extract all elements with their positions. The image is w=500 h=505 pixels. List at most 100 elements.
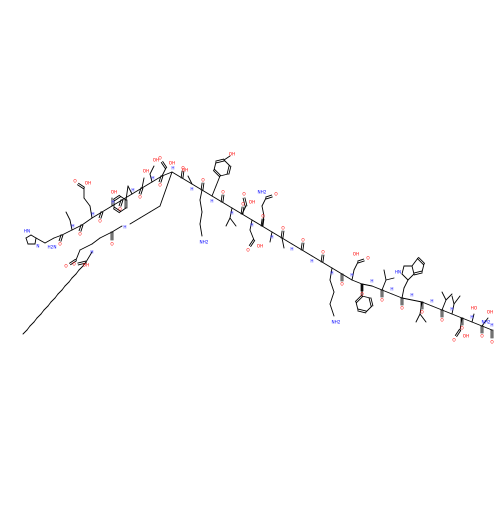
bond-13 [80, 224, 84, 232]
bond-9 [60, 234, 64, 242]
bond-24 [138, 187, 142, 195]
bond-231 [459, 317, 463, 331]
oxygen-label: O [452, 338, 456, 343]
bond-21 [120, 199, 124, 207]
bond-88 [159, 171, 173, 207]
bond-124 [199, 199, 203, 213]
bond-200 [357, 310, 367, 314]
nitrogen-label: H [370, 279, 373, 284]
bond-60 [191, 183, 203, 191]
bond-139 [229, 207, 233, 219]
bond-179 [441, 309, 453, 315]
bond-234 [471, 313, 475, 323]
bond-128 [215, 175, 221, 187]
nitrogen-label: H [151, 176, 154, 181]
bond-80 [291, 243, 303, 251]
bond-114 [47, 301, 52, 307]
bond-199 [355, 301, 359, 311]
bond-167 [381, 289, 393, 295]
bond-229 [451, 295, 455, 305]
bond-63 [201, 189, 213, 197]
bond-195 [357, 258, 365, 262]
oxygen-label: OH [257, 244, 263, 249]
bond-104 [82, 261, 87, 267]
bond-117 [36, 313, 42, 319]
nitrogen-label: H [190, 187, 193, 192]
bond-206 [381, 279, 387, 291]
bond-95 [99, 231, 113, 239]
bond-96 [91, 237, 101, 245]
nitrogen-label: H [210, 199, 213, 204]
nitrogen-label: H [290, 247, 293, 252]
bond-118 [33, 317, 38, 323]
nitrogen-label: H [171, 166, 174, 171]
bond-39 [127, 185, 133, 195]
bond-220 [416, 258, 424, 266]
bond-218 [421, 263, 425, 273]
bond-193 [353, 261, 359, 271]
oxygen-label: O [58, 242, 62, 247]
bond-217 [413, 270, 423, 274]
nitrogen-label: H [470, 315, 473, 320]
bond-108 [68, 277, 73, 283]
oxygen-label: O [301, 238, 305, 243]
bond-86 [320, 254, 323, 263]
bond-152 [265, 196, 273, 200]
bond-130 [212, 170, 220, 178]
oxygen-label: O [221, 190, 225, 195]
bond-61 [202, 182, 205, 191]
bond-20 [118, 199, 122, 207]
bond-101 [85, 251, 93, 263]
bond-57 [182, 170, 185, 179]
bond-52 [149, 165, 155, 175]
bond-2 [34, 237, 37, 245]
bond-26 [141, 181, 153, 189]
oxygen-label: O [110, 242, 114, 247]
nitrogen-label: H [123, 225, 126, 230]
bond-155 [281, 237, 285, 249]
bond-221 [411, 257, 419, 267]
bond-203 [370, 297, 374, 307]
oxygen-label: O [400, 306, 404, 311]
bond-34 [83, 197, 91, 207]
bond-228 [451, 303, 455, 315]
bond-106 [75, 269, 80, 275]
bond-146 [249, 229, 255, 241]
bond-28 [158, 175, 162, 183]
bond-33 [89, 205, 93, 219]
oxygen-label: OH [463, 334, 469, 339]
nitrogen-label: H [250, 223, 253, 228]
bond-150 [261, 205, 265, 217]
bond-142 [241, 205, 247, 215]
bond-102 [77, 260, 87, 264]
bond-148 [250, 240, 256, 247]
oxygen-label: OH [249, 200, 255, 205]
nitrogen-label: NH2 [200, 240, 209, 245]
oxygen-label: O [340, 282, 344, 287]
bond-222 [419, 301, 423, 315]
bond-109 [64, 281, 70, 287]
bond-36 [78, 182, 85, 188]
bond-136 [228, 165, 232, 175]
bond-51 [149, 173, 153, 183]
bond-83 [301, 249, 313, 257]
bond-10 [61, 229, 73, 236]
bond-107 [71, 273, 77, 279]
oxygen-label: O [261, 214, 265, 219]
bond-175 [421, 301, 433, 307]
nitrogen-label: H [390, 287, 393, 292]
oxygen-label: O [138, 195, 142, 200]
bond-135 [226, 165, 230, 175]
bond-140 [225, 217, 231, 227]
bond-110 [61, 285, 66, 291]
bond-168 [391, 293, 403, 299]
bond-77 [282, 230, 285, 239]
bond-73 [262, 218, 265, 227]
bond-188 [329, 267, 333, 281]
oxygen-label: O [281, 226, 285, 231]
oxygen-label: O [440, 318, 444, 323]
bond-90 [139, 211, 151, 219]
nitrogen-label: H [410, 293, 413, 298]
bond-14 [81, 217, 93, 226]
